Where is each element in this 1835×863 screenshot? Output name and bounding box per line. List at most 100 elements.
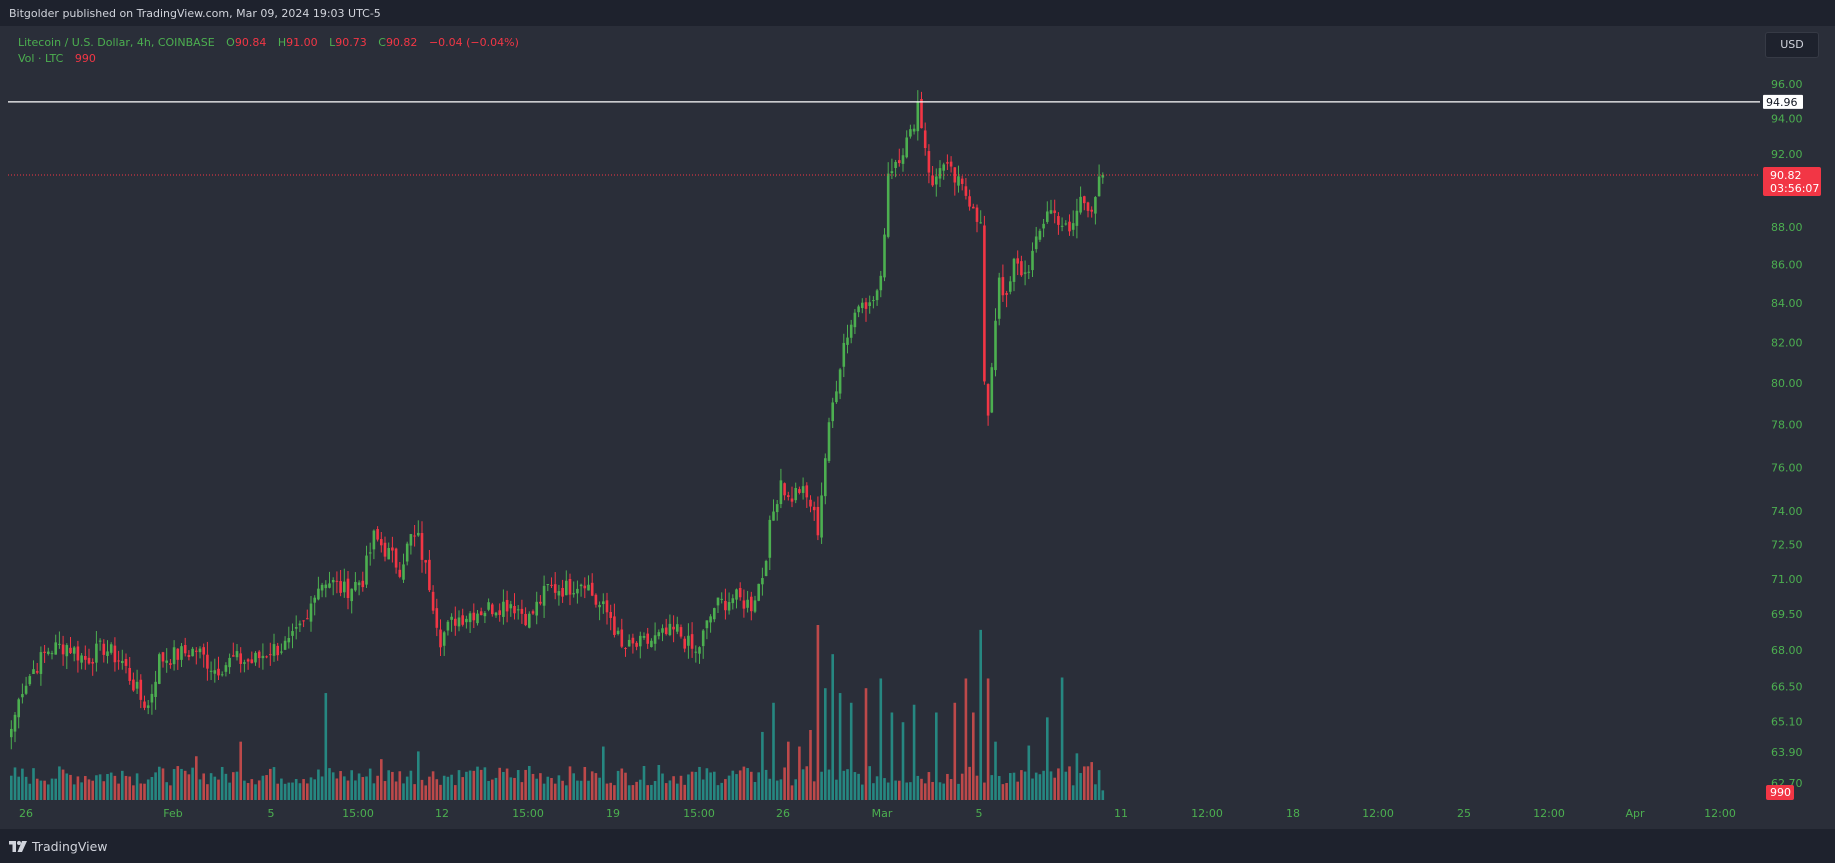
candle[interactable] (309, 603, 313, 622)
candle[interactable] (1020, 261, 1023, 276)
candle[interactable] (535, 601, 538, 616)
candle[interactable] (635, 642, 638, 647)
volume-bar[interactable] (446, 776, 450, 800)
candle[interactable] (124, 659, 128, 666)
candle[interactable] (391, 547, 394, 551)
volume-bar[interactable] (398, 771, 402, 800)
candle[interactable] (1009, 281, 1012, 292)
volume-bar[interactable] (498, 767, 501, 800)
volume-bar[interactable] (265, 775, 268, 800)
candle[interactable] (454, 618, 457, 626)
candle[interactable] (283, 640, 287, 650)
candle[interactable] (661, 628, 664, 633)
candle[interactable] (346, 578, 350, 599)
volume-bar[interactable] (1049, 771, 1053, 800)
candle[interactable] (446, 621, 450, 631)
volume-bar[interactable] (213, 776, 217, 800)
candle[interactable] (694, 651, 698, 653)
candle[interactable] (787, 495, 790, 497)
candle[interactable] (997, 277, 1001, 319)
candle[interactable] (146, 705, 150, 708)
candle[interactable] (1071, 223, 1075, 230)
candle[interactable] (672, 626, 675, 630)
candle[interactable] (894, 161, 897, 169)
candle[interactable] (161, 652, 165, 662)
candle[interactable] (368, 552, 372, 554)
volume-bar[interactable] (572, 773, 575, 800)
candle[interactable] (65, 645, 69, 657)
candle[interactable] (328, 583, 331, 588)
volume-bar[interactable] (949, 779, 953, 800)
volume-bar[interactable] (531, 773, 535, 800)
volume-bar[interactable] (261, 775, 265, 800)
candle[interactable] (1023, 272, 1027, 274)
candle[interactable] (13, 714, 17, 732)
volume-bar[interactable] (146, 779, 150, 800)
candle[interactable] (690, 634, 694, 649)
volume-bar[interactable] (206, 784, 209, 800)
volume-bar[interactable] (857, 773, 860, 800)
volume-bar[interactable] (180, 768, 183, 800)
candle[interactable] (32, 669, 35, 675)
candle[interactable] (664, 627, 668, 635)
volume-bar[interactable] (812, 781, 816, 800)
volume-bar[interactable] (58, 766, 61, 800)
candle[interactable] (542, 585, 546, 606)
candle[interactable] (461, 615, 464, 625)
volume-bar[interactable] (502, 771, 505, 800)
candle[interactable] (1064, 223, 1068, 225)
volume-bar[interactable] (794, 779, 797, 800)
candle[interactable] (272, 644, 276, 656)
candle[interactable] (435, 608, 439, 628)
volume-bar[interactable] (439, 784, 442, 800)
volume-bar[interactable] (935, 712, 938, 801)
candle[interactable] (217, 668, 220, 676)
volume-bar[interactable] (775, 780, 779, 800)
volume-bar[interactable] (254, 784, 257, 800)
volume-bar[interactable] (158, 766, 161, 800)
candle[interactable] (968, 196, 971, 207)
candle[interactable] (209, 670, 213, 672)
candle[interactable] (727, 602, 731, 611)
candle[interactable] (801, 486, 805, 493)
volume-bar[interactable] (1031, 778, 1034, 800)
candle[interactable] (165, 660, 168, 663)
candle[interactable] (1012, 258, 1016, 282)
volume-bar[interactable] (13, 767, 17, 800)
volume-bar[interactable] (317, 769, 320, 800)
candle[interactable] (169, 663, 172, 665)
volume-bar[interactable] (454, 785, 457, 800)
candle[interactable] (280, 651, 283, 653)
candle[interactable] (324, 584, 328, 589)
volume-bar[interactable] (246, 783, 250, 800)
volume-bar[interactable] (1071, 785, 1075, 800)
candle[interactable] (35, 671, 39, 673)
volume-bar[interactable] (1009, 773, 1012, 800)
volume-bar[interactable] (639, 779, 642, 800)
volume-bar[interactable] (280, 778, 283, 800)
candle[interactable] (816, 506, 820, 536)
volume-bar[interactable] (95, 775, 98, 800)
volume-bar[interactable] (365, 776, 368, 800)
volume-bar[interactable] (202, 773, 205, 800)
volume-bar[interactable] (1068, 766, 1071, 800)
candle[interactable] (43, 651, 46, 653)
candle[interactable] (420, 533, 424, 560)
candle[interactable] (927, 151, 931, 173)
candle[interactable] (679, 627, 683, 637)
volume-bar[interactable] (113, 775, 117, 800)
candle[interactable] (798, 489, 801, 493)
candle[interactable] (990, 367, 994, 413)
volume-bar[interactable] (169, 785, 172, 800)
candle[interactable] (509, 604, 513, 609)
candle[interactable] (861, 302, 864, 309)
candle[interactable] (28, 676, 32, 685)
volume-bar[interactable] (491, 779, 494, 800)
candle[interactable] (265, 656, 268, 658)
candle[interactable] (235, 651, 239, 658)
volume-bar[interactable] (483, 767, 487, 800)
candle[interactable] (768, 519, 772, 558)
candle[interactable] (187, 654, 191, 657)
volume-bar[interactable] (509, 777, 513, 800)
volume-bar[interactable] (605, 783, 609, 800)
